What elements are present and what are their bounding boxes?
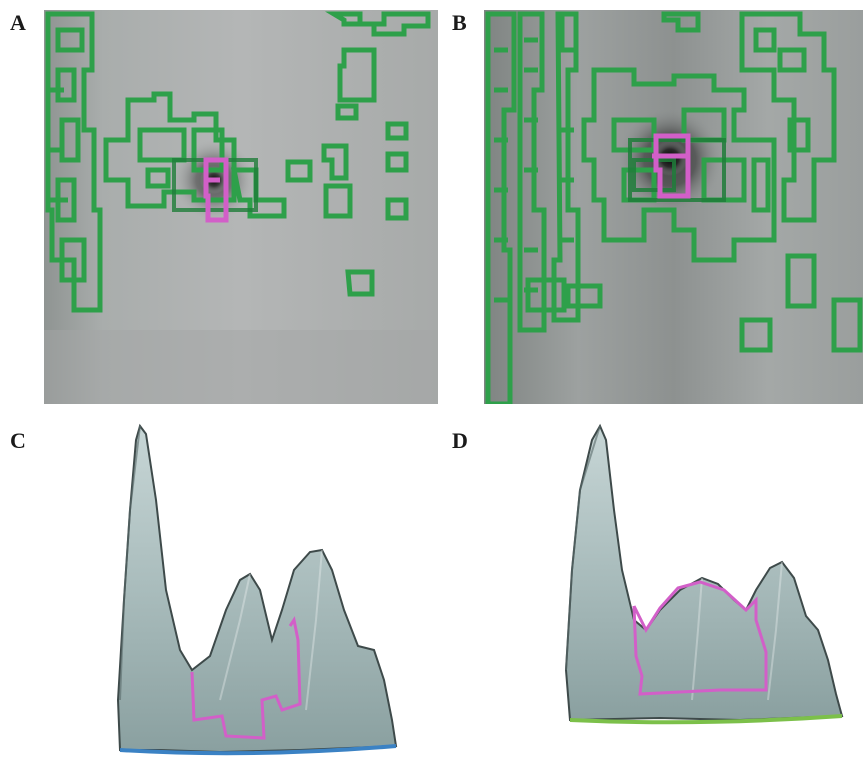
surface-plot-panel-d [560, 420, 860, 760]
surface-plot-panel-c [100, 420, 410, 760]
panel-label-b: B [452, 10, 467, 35]
panel-label-a: A [10, 10, 26, 35]
panel-label-d: D [452, 428, 468, 453]
panel-label-c: C [10, 428, 26, 453]
gel-image-panel-b [484, 10, 863, 404]
gel-image-panel-a [44, 10, 438, 404]
